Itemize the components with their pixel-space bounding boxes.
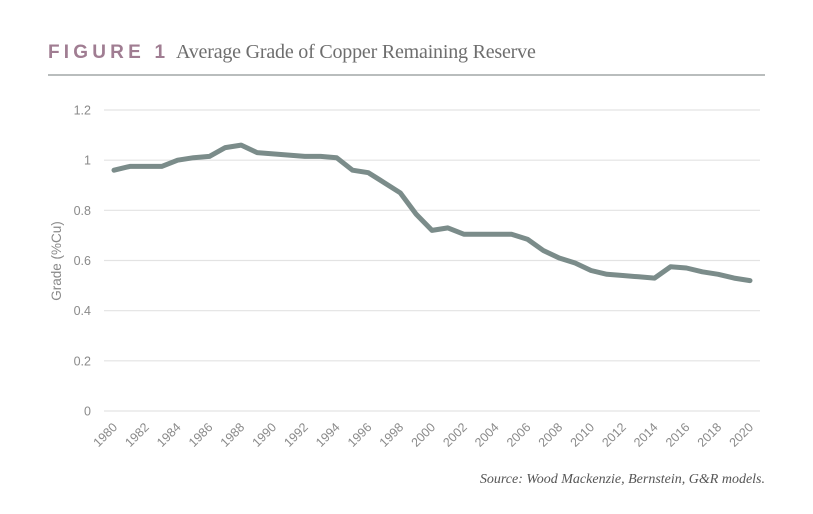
y-tick-label: 0 bbox=[84, 405, 91, 419]
y-tick-label: 1.2 bbox=[74, 104, 91, 118]
x-tick-label: 2020 bbox=[727, 420, 757, 450]
x-tick-label: 1994 bbox=[313, 420, 343, 450]
x-tick-label: 2016 bbox=[663, 420, 693, 450]
x-tick-label: 2006 bbox=[504, 420, 534, 450]
x-tick-label: 2000 bbox=[409, 420, 439, 450]
y-axis-ticks: 0 0.2 0.4 0.6 0.8 1 1.2 bbox=[74, 104, 91, 419]
y-axis-label: Grade (%Cu) bbox=[49, 221, 64, 301]
x-tick-label: 1998 bbox=[377, 420, 407, 450]
x-tick-label: 1996 bbox=[345, 420, 375, 450]
x-tick-label: 2018 bbox=[695, 420, 725, 450]
figure-header: FIGURE 1 Average Grade of Copper Remaini… bbox=[48, 38, 765, 76]
y-tick-label: 0.6 bbox=[74, 254, 91, 268]
figure-label: FIGURE 1 bbox=[48, 42, 170, 63]
x-tick-label: 1990 bbox=[250, 420, 280, 450]
x-tick-label: 1980 bbox=[91, 420, 121, 450]
series-group bbox=[111, 142, 753, 284]
x-axis-ticks: 1980 1982 1984 1986 1988 1990 1992 1994 1996 1998… bbox=[91, 420, 757, 450]
x-tick-label: 1982 bbox=[122, 420, 152, 450]
x-tick-label: 2008 bbox=[536, 420, 566, 450]
x-tick-label: 2002 bbox=[440, 420, 470, 450]
figure-title: Average Grade of Copper Remaining Reserv… bbox=[176, 41, 536, 63]
x-tick-label: 2012 bbox=[599, 420, 629, 450]
x-tick-label: 1988 bbox=[218, 420, 248, 450]
x-tick-label: 1984 bbox=[154, 420, 184, 450]
source-note: Source: Wood Mackenzie, Bernstein, G&R m… bbox=[479, 472, 765, 487]
x-tick-label: 2004 bbox=[472, 420, 502, 450]
x-tick-label: 1986 bbox=[186, 420, 216, 450]
y-tick-label: 0.4 bbox=[74, 304, 91, 318]
y-tick-label: 1 bbox=[84, 154, 91, 168]
x-tick-label: 2014 bbox=[631, 420, 661, 450]
y-tick-label: 0.2 bbox=[74, 354, 91, 368]
gridlines bbox=[104, 109, 760, 412]
x-tick-label: 2010 bbox=[568, 420, 598, 450]
y-tick-label: 0.8 bbox=[74, 204, 91, 218]
x-tick-label: 1992 bbox=[281, 420, 311, 450]
